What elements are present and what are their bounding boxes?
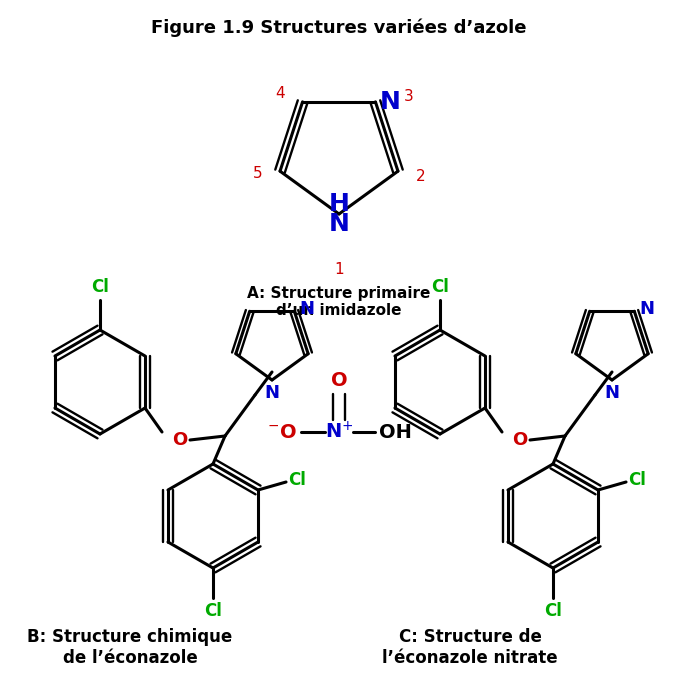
Text: C: Structure de
l’éconazole nitrate: C: Structure de l’éconazole nitrate (382, 628, 558, 667)
Text: N: N (264, 384, 279, 402)
Text: B: Structure chimique
de l’éconazole: B: Structure chimique de l’éconazole (27, 628, 233, 667)
Text: 2: 2 (416, 169, 426, 184)
Text: Figure 1.9 Structures variées d’azole: Figure 1.9 Structures variées d’azole (151, 18, 527, 37)
Text: O: O (331, 371, 347, 390)
Text: N: N (605, 384, 620, 402)
Text: 4: 4 (275, 86, 285, 101)
Text: O: O (172, 431, 188, 449)
Text: 5: 5 (252, 166, 262, 181)
Text: OH: OH (379, 423, 412, 441)
Text: O: O (513, 431, 527, 449)
Text: Cl: Cl (431, 278, 449, 296)
Text: A: Structure primaire
d’un imidazole: A: Structure primaire d’un imidazole (247, 286, 431, 318)
Text: Cl: Cl (544, 602, 562, 620)
Text: Cl: Cl (628, 471, 646, 489)
Text: 1: 1 (334, 262, 344, 277)
Text: $^{-}$O: $^{-}$O (267, 423, 297, 441)
Text: N: N (639, 300, 654, 318)
Text: Cl: Cl (288, 471, 306, 489)
Text: N: N (329, 212, 349, 236)
Text: Cl: Cl (204, 602, 222, 620)
Text: N: N (299, 300, 315, 318)
Text: 3: 3 (403, 90, 413, 105)
Text: N$^{+}$: N$^{+}$ (325, 421, 353, 443)
Text: H: H (329, 192, 349, 216)
Text: N: N (380, 90, 400, 114)
Text: Cl: Cl (91, 278, 109, 296)
